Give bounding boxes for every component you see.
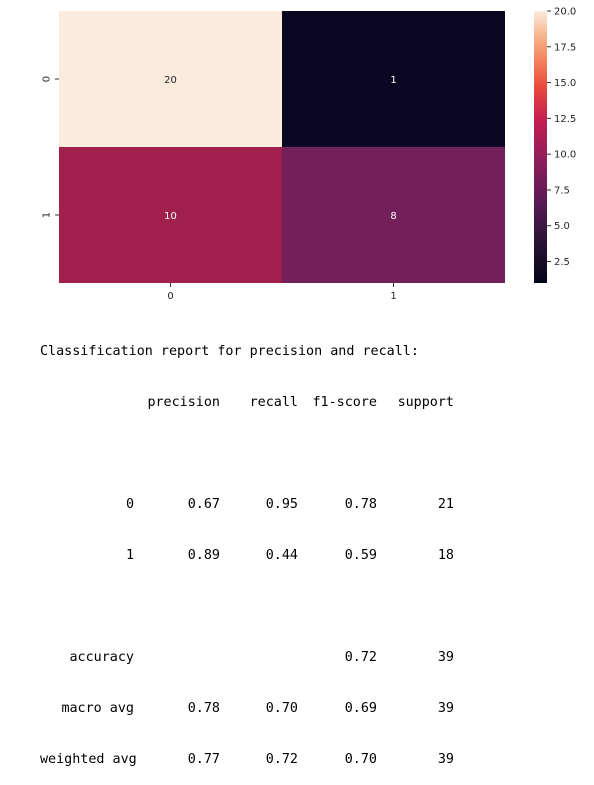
colorbar-tick-label: 5.0	[554, 221, 570, 232]
header-f1-score: f1-score	[312, 395, 378, 410]
f1-value: 0.72	[344, 650, 377, 665]
heatmap-cell-1-0	[59, 147, 282, 283]
f1-value: 0.70	[344, 752, 377, 767]
x-tick-label: 1	[390, 291, 396, 302]
recall-value: 0.72	[265, 752, 298, 767]
f1-value: 0.59	[344, 548, 377, 563]
cell-annotation-1-1: 8	[390, 211, 396, 222]
colorbar-tick-label: 2.5	[554, 257, 570, 268]
y-tick-label: 1	[42, 212, 53, 218]
support-value: 39	[437, 752, 454, 767]
report-row-weighted-avg: weighted avg 0.77 0.72 0.70 39	[40, 751, 454, 768]
colorbar-tick-label: 15.0	[554, 78, 576, 89]
colorbar-tick-label: 7.5	[554, 185, 570, 196]
support-value: 21	[437, 497, 454, 512]
colorbar	[534, 11, 547, 283]
cell-annotation-0-1: 1	[390, 75, 396, 86]
row-label: accuracy	[69, 650, 135, 665]
report-header-row: precision recall f1-score support	[40, 394, 454, 411]
row-label: 0	[125, 497, 134, 512]
confusion-matrix-heatmap: 20 110 8 0 101 2.55.07.510.012.515.017.520.…	[42, 7, 577, 303]
header-support: support	[397, 395, 454, 410]
header-recall: recall	[249, 395, 298, 410]
f1-value: 0.78	[344, 497, 377, 512]
blank-line	[40, 598, 454, 615]
recall-value: 0.44	[265, 548, 298, 563]
blank-line	[40, 445, 454, 462]
x-tick-label: 0	[167, 291, 173, 302]
support-value: 39	[437, 701, 454, 716]
heatmap-cell-0-0	[59, 11, 282, 147]
precision-value: 0.89	[187, 548, 220, 563]
support-value: 18	[437, 548, 454, 563]
cell-annotation-0-0: 20	[164, 75, 177, 86]
recall-value: 0.95	[265, 497, 298, 512]
header-precision: precision	[147, 395, 220, 410]
row-label: macro avg	[61, 701, 134, 716]
report-row-macro-avg: macro avg 0.78 0.70 0.69 39	[40, 700, 454, 717]
report-row-class-0: 0 0.67 0.95 0.78 21	[40, 496, 454, 513]
report-row-class-1: 1 0.89 0.44 0.59 18	[40, 547, 454, 564]
precision-value: 0.77	[187, 752, 220, 767]
f1-value: 0.69	[344, 701, 377, 716]
report-row-accuracy: accuracy 0.72 39	[40, 649, 455, 666]
y-tick-label: 0	[42, 76, 53, 82]
colorbar-tick-label: 20.0	[554, 7, 576, 18]
colorbar-tick-label: 17.5	[554, 42, 576, 53]
precision-value: 0.67	[187, 497, 220, 512]
row-label: weighted avg	[40, 752, 137, 767]
recall-value: 0.70	[265, 701, 298, 716]
heatmap-cell-1-1	[282, 147, 505, 283]
support-value: 39	[437, 650, 454, 665]
colorbar-tick-label: 10.0	[554, 150, 576, 161]
precision-value: 0.78	[187, 701, 220, 716]
heatmap-cell-0-1	[282, 11, 505, 147]
classification-report: Classification report for precision and …	[40, 309, 454, 785]
colorbar-tick-label: 12.5	[554, 114, 576, 125]
cell-annotation-1-0: 10	[164, 211, 177, 222]
row-label: 1	[125, 548, 134, 563]
report-title: Classification report for precision and …	[40, 344, 419, 359]
